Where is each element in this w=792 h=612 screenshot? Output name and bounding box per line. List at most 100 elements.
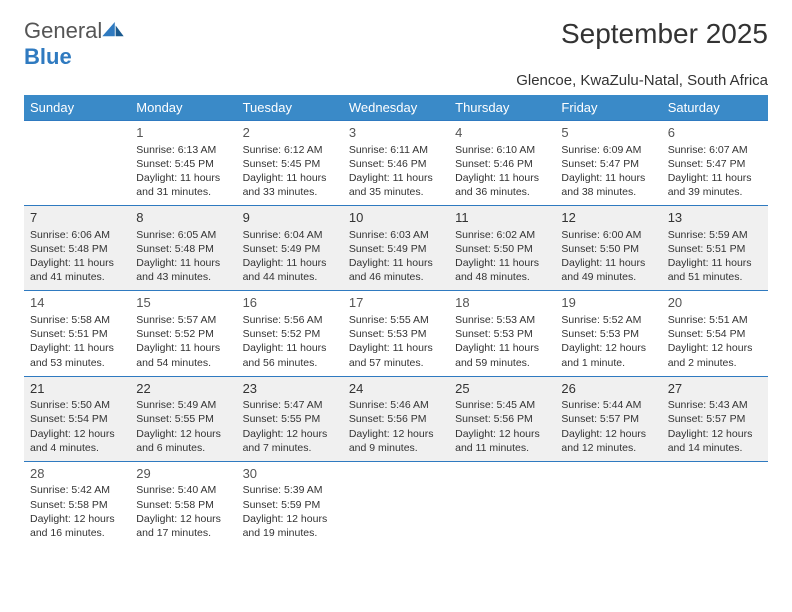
sunrise-line: Sunrise: 6:06 AM [30,228,124,242]
sunrise-line: Sunrise: 6:13 AM [136,143,230,157]
sunrise-line: Sunrise: 5:44 AM [561,398,655,412]
calendar-day-cell: 30Sunrise: 5:39 AMSunset: 5:59 PMDayligh… [237,461,343,546]
day-number: 13 [668,209,762,227]
weekday-header: Friday [555,95,661,121]
calendar-day-cell [449,461,555,546]
sunset-line: Sunset: 5:47 PM [561,157,655,171]
calendar-day-cell: 18Sunrise: 5:53 AMSunset: 5:53 PMDayligh… [449,291,555,376]
day-number: 10 [349,209,443,227]
daylight-line: Daylight: 12 hours and 4 minutes. [30,427,124,455]
sunrise-line: Sunrise: 5:50 AM [30,398,124,412]
day-number: 24 [349,380,443,398]
day-number: 19 [561,294,655,312]
calendar-day-cell: 24Sunrise: 5:46 AMSunset: 5:56 PMDayligh… [343,376,449,461]
sunrise-line: Sunrise: 5:52 AM [561,313,655,327]
calendar-day-cell: 5Sunrise: 6:09 AMSunset: 5:47 PMDaylight… [555,121,661,206]
daylight-line: Daylight: 11 hours and 46 minutes. [349,256,443,284]
calendar-day-cell [662,461,768,546]
sunset-line: Sunset: 5:58 PM [136,498,230,512]
daylight-line: Daylight: 11 hours and 31 minutes. [136,171,230,199]
day-number: 16 [243,294,337,312]
day-number: 5 [561,124,655,142]
sunrise-line: Sunrise: 6:04 AM [243,228,337,242]
daylight-line: Daylight: 12 hours and 16 minutes. [30,512,124,540]
sunset-line: Sunset: 5:57 PM [668,412,762,426]
sunrise-line: Sunrise: 6:10 AM [455,143,549,157]
day-number: 2 [243,124,337,142]
sunrise-line: Sunrise: 5:59 AM [668,228,762,242]
calendar-day-cell: 8Sunrise: 6:05 AMSunset: 5:48 PMDaylight… [130,206,236,291]
sunset-line: Sunset: 5:46 PM [349,157,443,171]
weekday-header: Monday [130,95,236,121]
daylight-line: Daylight: 12 hours and 12 minutes. [561,427,655,455]
day-number: 18 [455,294,549,312]
calendar-day-cell: 1Sunrise: 6:13 AMSunset: 5:45 PMDaylight… [130,121,236,206]
calendar-day-cell: 14Sunrise: 5:58 AMSunset: 5:51 PMDayligh… [24,291,130,376]
daylight-line: Daylight: 11 hours and 39 minutes. [668,171,762,199]
daylight-line: Daylight: 11 hours and 53 minutes. [30,341,124,369]
calendar-day-cell: 6Sunrise: 6:07 AMSunset: 5:47 PMDaylight… [662,121,768,206]
calendar-day-cell: 15Sunrise: 5:57 AMSunset: 5:52 PMDayligh… [130,291,236,376]
sunrise-line: Sunrise: 6:03 AM [349,228,443,242]
day-number: 9 [243,209,337,227]
daylight-line: Daylight: 12 hours and 7 minutes. [243,427,337,455]
calendar-day-cell [555,461,661,546]
brand-word1: General [24,18,102,43]
daylight-line: Daylight: 12 hours and 17 minutes. [136,512,230,540]
daylight-line: Daylight: 11 hours and 49 minutes. [561,256,655,284]
daylight-line: Daylight: 12 hours and 11 minutes. [455,427,549,455]
day-number: 12 [561,209,655,227]
sunrise-line: Sunrise: 5:51 AM [668,313,762,327]
sunrise-line: Sunrise: 5:39 AM [243,483,337,497]
sunset-line: Sunset: 5:55 PM [243,412,337,426]
calendar-day-cell: 3Sunrise: 6:11 AMSunset: 5:46 PMDaylight… [343,121,449,206]
calendar-week-row: 21Sunrise: 5:50 AMSunset: 5:54 PMDayligh… [24,376,768,461]
calendar-week-row: 1Sunrise: 6:13 AMSunset: 5:45 PMDaylight… [24,121,768,206]
sunrise-line: Sunrise: 5:40 AM [136,483,230,497]
sunset-line: Sunset: 5:56 PM [455,412,549,426]
daylight-line: Daylight: 11 hours and 33 minutes. [243,171,337,199]
location-subtitle: Glencoe, KwaZulu-Natal, South Africa [24,72,768,89]
daylight-line: Daylight: 11 hours and 41 minutes. [30,256,124,284]
day-number: 26 [561,380,655,398]
brand-word2: Blue [24,44,72,69]
daylight-line: Daylight: 11 hours and 36 minutes. [455,171,549,199]
calendar-week-row: 7Sunrise: 6:06 AMSunset: 5:48 PMDaylight… [24,206,768,291]
sunrise-line: Sunrise: 6:05 AM [136,228,230,242]
sunrise-line: Sunrise: 5:58 AM [30,313,124,327]
sunrise-line: Sunrise: 5:43 AM [668,398,762,412]
sunrise-line: Sunrise: 6:07 AM [668,143,762,157]
sunset-line: Sunset: 5:53 PM [561,327,655,341]
calendar-day-cell: 9Sunrise: 6:04 AMSunset: 5:49 PMDaylight… [237,206,343,291]
sunset-line: Sunset: 5:52 PM [243,327,337,341]
day-number: 6 [668,124,762,142]
daylight-line: Daylight: 11 hours and 43 minutes. [136,256,230,284]
sunset-line: Sunset: 5:50 PM [455,242,549,256]
calendar-day-cell: 26Sunrise: 5:44 AMSunset: 5:57 PMDayligh… [555,376,661,461]
calendar-day-cell: 27Sunrise: 5:43 AMSunset: 5:57 PMDayligh… [662,376,768,461]
daylight-line: Daylight: 12 hours and 14 minutes. [668,427,762,455]
sunrise-line: Sunrise: 6:12 AM [243,143,337,157]
sunrise-line: Sunrise: 5:49 AM [136,398,230,412]
sunrise-line: Sunrise: 6:00 AM [561,228,655,242]
sunrise-line: Sunrise: 5:57 AM [136,313,230,327]
calendar-day-cell: 21Sunrise: 5:50 AMSunset: 5:54 PMDayligh… [24,376,130,461]
day-number: 23 [243,380,337,398]
day-number: 8 [136,209,230,227]
page-title: September 2025 [561,18,768,50]
calendar-day-cell: 4Sunrise: 6:10 AMSunset: 5:46 PMDaylight… [449,121,555,206]
sunset-line: Sunset: 5:49 PM [349,242,443,256]
calendar-day-cell: 19Sunrise: 5:52 AMSunset: 5:53 PMDayligh… [555,291,661,376]
sunset-line: Sunset: 5:54 PM [30,412,124,426]
calendar-table: SundayMondayTuesdayWednesdayThursdayFrid… [24,95,768,546]
weekday-header: Saturday [662,95,768,121]
daylight-line: Daylight: 12 hours and 19 minutes. [243,512,337,540]
daylight-line: Daylight: 11 hours and 54 minutes. [136,341,230,369]
brand-logo: GeneralBlue [24,18,124,70]
calendar-day-cell: 17Sunrise: 5:55 AMSunset: 5:53 PMDayligh… [343,291,449,376]
sunrise-line: Sunrise: 5:53 AM [455,313,549,327]
weekday-header-row: SundayMondayTuesdayWednesdayThursdayFrid… [24,95,768,121]
sunset-line: Sunset: 5:52 PM [136,327,230,341]
day-number: 29 [136,465,230,483]
sunrise-line: Sunrise: 5:47 AM [243,398,337,412]
